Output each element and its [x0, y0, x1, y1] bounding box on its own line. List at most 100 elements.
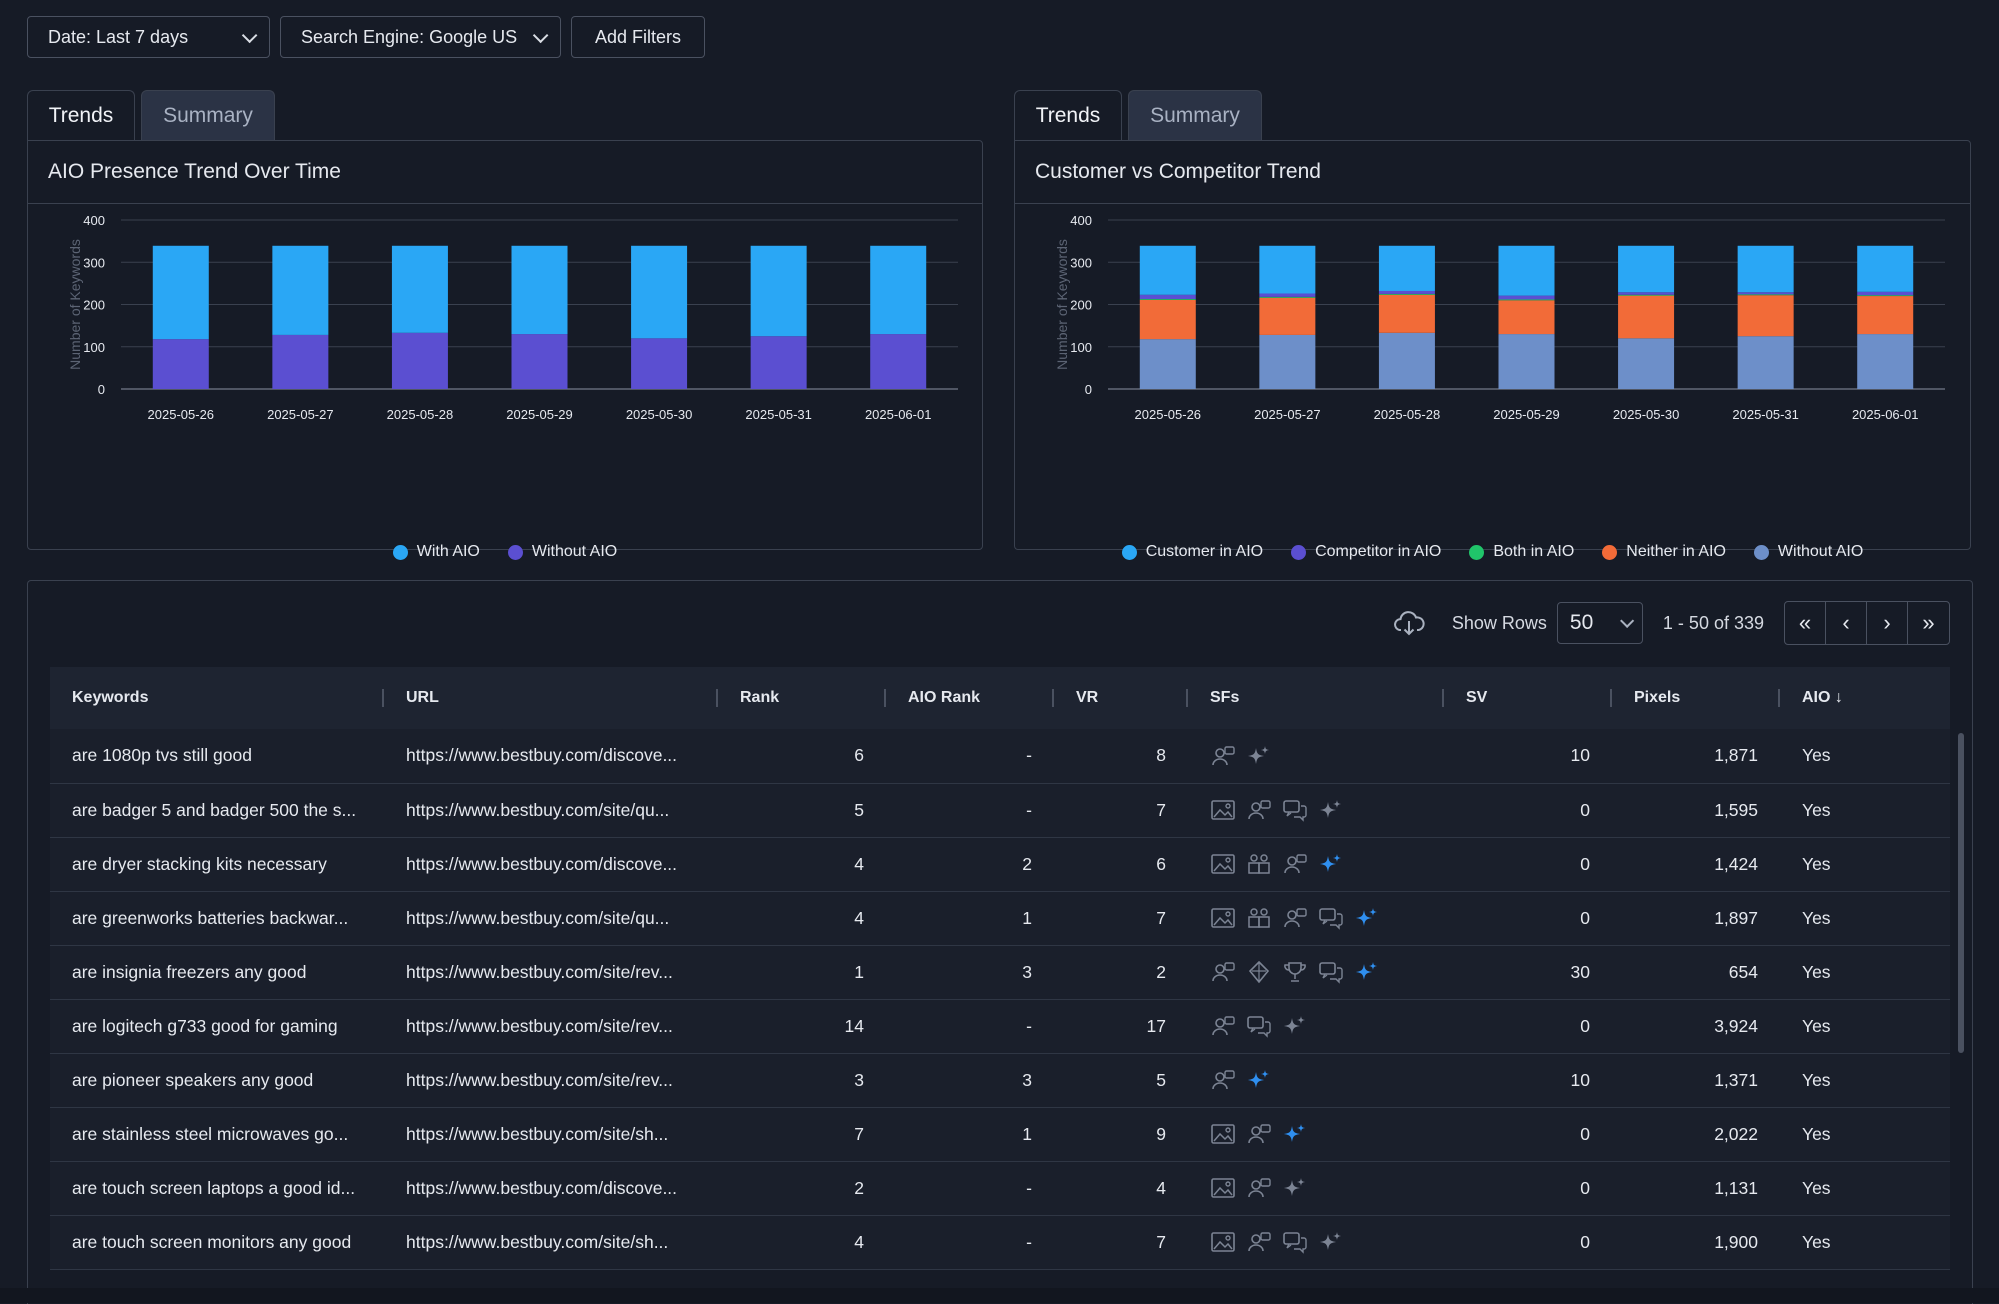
table-row[interactable]: are 1080p tvs still good https://www.best…	[50, 729, 1950, 783]
sparkle-blue-icon[interactable]	[1282, 1122, 1308, 1146]
table-scrollbar[interactable]	[1958, 733, 1964, 1053]
people-icon[interactable]	[1210, 1068, 1236, 1092]
people-icon[interactable]	[1210, 960, 1236, 984]
people-icon[interactable]	[1246, 1176, 1272, 1200]
url-cell[interactable]: https://www.bestbuy.com/site/qu...	[406, 907, 670, 928]
image-icon[interactable]	[1210, 906, 1236, 930]
people-icon[interactable]	[1246, 1230, 1272, 1254]
trophy-icon[interactable]	[1282, 960, 1308, 984]
people-icon[interactable]	[1282, 852, 1308, 876]
next-page-button[interactable]: ›	[1867, 602, 1908, 644]
legend-item[interactable]: Both in AIO	[1469, 543, 1574, 561]
col-keywords[interactable]: Keywords	[50, 667, 384, 729]
sparkle-gray-icon[interactable]	[1318, 798, 1344, 822]
table-row[interactable]: are stainless steel microwaves go... http…	[50, 1107, 1950, 1161]
image-icon[interactable]	[1210, 1230, 1236, 1254]
image-icon[interactable]	[1210, 852, 1236, 876]
search-engine-dropdown[interactable]: Search Engine: Google US	[280, 16, 561, 58]
table-row[interactable]: are badger 5 and badger 500 the s... http…	[50, 783, 1950, 837]
people-icon[interactable]	[1282, 906, 1308, 930]
url-cell[interactable]: https://www.bestbuy.com/site/rev...	[406, 1015, 673, 1036]
aio-rank-cell: 1	[1022, 907, 1032, 928]
tab-trends[interactable]: Trends	[27, 90, 135, 140]
col-vr[interactable]: VR	[1054, 667, 1188, 729]
bar-segment-with-aio	[272, 245, 329, 335]
sparkle-gray-icon[interactable]	[1282, 1014, 1308, 1038]
sparkle-gray-icon[interactable]	[1282, 1176, 1308, 1200]
table-row[interactable]: are touch screen monitors any good https:…	[50, 1215, 1950, 1269]
tab-summary[interactable]: Summary	[141, 90, 275, 140]
table-row[interactable]: are insignia freezers any good https://ww…	[50, 945, 1950, 999]
first-page-button[interactable]: «	[1785, 602, 1826, 644]
url-cell[interactable]: https://www.bestbuy.com/site/rev...	[406, 1069, 673, 1090]
sparkle-gray-icon[interactable]	[1318, 1230, 1344, 1254]
sort-desc-icon[interactable]: ↓	[1834, 689, 1843, 706]
col-rank[interactable]: Rank	[718, 667, 886, 729]
column-divider[interactable]	[716, 689, 718, 707]
column-divider[interactable]	[1186, 689, 1188, 707]
tag-icon[interactable]	[1246, 960, 1272, 984]
chat-icon[interactable]	[1282, 798, 1308, 822]
table-row[interactable]: are dryer stacking kits necessary https:/…	[50, 837, 1950, 891]
group-icon[interactable]	[1246, 906, 1272, 930]
people-icon[interactable]	[1210, 744, 1236, 768]
group-icon[interactable]	[1246, 852, 1272, 876]
sparkle-blue-icon[interactable]	[1318, 852, 1344, 876]
table-row[interactable]: are touch screen laptops a good id... htt…	[50, 1161, 1950, 1215]
table-row[interactable]: are greenworks batteries backwar... https…	[50, 891, 1950, 945]
legend-item[interactable]: Customer in AIO	[1121, 543, 1263, 561]
url-cell[interactable]: https://www.bestbuy.com/discove...	[406, 745, 678, 766]
legend-item[interactable]: Neither in AIO	[1602, 543, 1726, 561]
rows-per-page-select[interactable]: 50	[1556, 602, 1643, 644]
sparkle-blue-icon[interactable]	[1354, 906, 1380, 930]
date-filter-dropdown[interactable]: Date: Last 7 days	[27, 16, 270, 58]
sv-cell: 0	[1580, 853, 1590, 874]
col-sv[interactable]: SV	[1444, 667, 1612, 729]
chat-icon[interactable]	[1282, 1230, 1308, 1254]
download-icon[interactable]	[1392, 606, 1426, 640]
column-divider[interactable]	[382, 689, 384, 707]
chat-icon[interactable]	[1246, 1014, 1272, 1038]
image-icon[interactable]	[1210, 1122, 1236, 1146]
col-pixels[interactable]: Pixels	[1612, 667, 1780, 729]
people-icon[interactable]	[1210, 1014, 1236, 1038]
chat-icon[interactable]	[1318, 960, 1344, 984]
legend-item[interactable]: With AIO	[392, 543, 480, 561]
col-aio-rank[interactable]: AIO Rank	[886, 667, 1054, 729]
col-aio[interactable]: AIO ↓	[1780, 667, 1950, 729]
column-divider[interactable]	[1052, 689, 1054, 707]
legend-dot	[1602, 544, 1618, 560]
url-cell[interactable]: https://www.bestbuy.com/site/sh...	[406, 1231, 669, 1252]
table-row[interactable]: are pioneer speakers any good https://www…	[50, 1053, 1950, 1107]
people-icon[interactable]	[1246, 1122, 1272, 1146]
col-url[interactable]: URL	[384, 667, 718, 729]
table-row[interactable]: are logitech g733 good for gaming https:/…	[50, 999, 1950, 1053]
prev-page-button[interactable]: ‹	[1826, 602, 1867, 644]
column-divider[interactable]	[1610, 689, 1612, 707]
column-divider[interactable]	[884, 689, 886, 707]
legend-item[interactable]: Competitor in AIO	[1291, 543, 1441, 561]
tab-summary[interactable]: Summary	[1128, 90, 1262, 140]
people-icon[interactable]	[1246, 798, 1272, 822]
url-cell[interactable]: https://www.bestbuy.com/site/rev...	[406, 961, 673, 982]
last-page-button[interactable]: »	[1908, 602, 1949, 644]
chat-icon[interactable]	[1318, 906, 1344, 930]
url-cell[interactable]: https://www.bestbuy.com/site/qu...	[406, 799, 670, 820]
url-cell[interactable]: https://www.bestbuy.com/discove...	[406, 1177, 678, 1198]
image-icon[interactable]	[1210, 798, 1236, 822]
url-cell[interactable]: https://www.bestbuy.com/discove...	[406, 853, 678, 874]
url-cell[interactable]: https://www.bestbuy.com/site/sh...	[406, 1123, 669, 1144]
legend-item[interactable]: Without AIO	[507, 543, 617, 561]
sparkle-blue-icon[interactable]	[1246, 1068, 1272, 1092]
sparkle-gray-icon[interactable]	[1246, 744, 1272, 768]
image-icon[interactable]	[1210, 1176, 1236, 1200]
rank-cell: 7	[854, 1123, 864, 1144]
add-filters-button[interactable]: Add Filters	[571, 16, 705, 58]
tab-trends[interactable]: Trends	[1014, 90, 1122, 140]
col-sfs[interactable]: SFs	[1188, 667, 1444, 729]
sparkle-blue-icon[interactable]	[1354, 960, 1380, 984]
sv-cell: 0	[1580, 1123, 1590, 1144]
column-divider[interactable]	[1778, 689, 1780, 707]
legend-item[interactable]: Without AIO	[1753, 543, 1863, 561]
column-divider[interactable]	[1442, 689, 1444, 707]
